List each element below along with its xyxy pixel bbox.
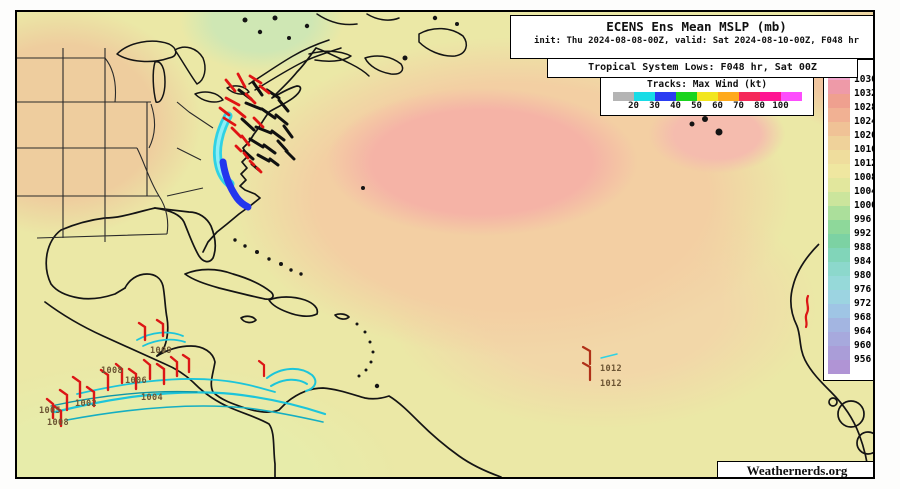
wind-legend-box: Tracks: Max Wind (kt) 20 30 40 50 60 70 80 100 xyxy=(600,77,814,116)
wind-speed-tick: 30 xyxy=(649,101,660,111)
pressure-value: 1000 xyxy=(854,199,875,211)
pressure-value: 1020 xyxy=(854,129,875,141)
wind-speed-swatch xyxy=(675,92,697,101)
pressure-value: 968 xyxy=(854,311,872,323)
track-cluster-east-pacific xyxy=(45,318,327,428)
title-box: ECENS Ens Mean MSLP (mb) init: Thu 2024-… xyxy=(510,15,873,59)
pressure-value: 980 xyxy=(854,269,872,281)
pressure-value: 1008 xyxy=(854,171,875,183)
pressure-value: 976 xyxy=(854,283,872,295)
pressure-swatch xyxy=(828,234,850,248)
pressure-label: 1006 xyxy=(125,376,148,386)
wind-speed-tick: 40 xyxy=(670,101,681,111)
pressure-value: 1024 xyxy=(854,115,875,127)
pressure-swatch xyxy=(828,290,850,304)
pressure-label: 1012 xyxy=(600,364,623,374)
pressure-swatch xyxy=(828,332,850,346)
pressure-swatch xyxy=(828,360,850,374)
pressure-swatch xyxy=(828,150,850,164)
pressure-swatch xyxy=(828,164,850,178)
pressure-value: 1028 xyxy=(854,101,875,113)
wind-speed-swatch xyxy=(738,92,760,101)
wind-speed-tick: 70 xyxy=(733,101,744,111)
track-cluster-northeast xyxy=(212,72,296,211)
pressure-label: 1005 xyxy=(39,406,62,416)
atlantic-low-markers xyxy=(581,294,810,382)
lakes-and-canada xyxy=(116,13,468,103)
wind-speed-tick: 50 xyxy=(691,101,702,111)
pressure-swatch xyxy=(828,248,850,262)
pressure-label: 1008 xyxy=(101,366,124,376)
tropical-lows-box: Tropical System Lows: F048 hr, Sat 00Z xyxy=(547,58,858,78)
pressure-value: 1036 xyxy=(854,73,875,85)
wind-speed-tick: 100 xyxy=(772,101,789,111)
wind-legend-ticks: 20 30 40 50 60 70 80 100 xyxy=(623,101,813,112)
map-title: ECENS Ens Mean MSLP (mb) xyxy=(606,19,787,34)
wind-speed-swatch xyxy=(780,92,802,101)
pressure-value: 960 xyxy=(854,339,872,351)
pressure-value: 996 xyxy=(854,213,872,225)
wind-legend-swatches xyxy=(601,92,813,101)
pressure-value: 964 xyxy=(854,325,872,337)
pressure-value: 992 xyxy=(854,227,872,239)
pressure-value: 1012 xyxy=(854,157,875,169)
pressure-swatch xyxy=(828,206,850,220)
pressure-swatch xyxy=(828,262,850,276)
wind-speed-tick: 80 xyxy=(754,101,765,111)
africa-coast xyxy=(790,243,873,477)
wind-speed-tick: 20 xyxy=(628,101,639,111)
pressure-swatch xyxy=(828,136,850,150)
track-cluster-venezuela xyxy=(257,359,317,392)
pressure-label: 1009 xyxy=(150,346,173,356)
pressure-colorbar: 1036 1032 1028 1024 1020 1016 1012 1008 1004 1000… xyxy=(823,59,875,381)
pressure-swatch xyxy=(828,346,850,360)
pressure-swatch xyxy=(828,122,850,136)
pressure-value: 988 xyxy=(854,241,872,253)
pressure-swatch xyxy=(828,304,850,318)
pressure-label: 1008 xyxy=(47,418,70,428)
pressure-swatch xyxy=(828,178,850,192)
island-dots xyxy=(233,15,723,389)
pressure-value: 984 xyxy=(854,255,872,267)
pressure-swatch xyxy=(828,192,850,206)
pressure-value: 1004 xyxy=(854,185,875,197)
pressure-label: 1004 xyxy=(141,393,164,403)
pressure-swatch xyxy=(828,318,850,332)
wind-speed-swatch xyxy=(654,92,676,101)
wind-speed-swatch xyxy=(612,92,634,101)
pressure-value: 972 xyxy=(854,297,872,309)
wind-speed-swatch xyxy=(717,92,739,101)
pressure-swatch xyxy=(828,94,850,108)
init-valid-line: init: Thu 2024-08-08-00Z, valid: Sat 202… xyxy=(533,36,860,46)
pressure-swatch xyxy=(828,80,850,94)
pressure-swatch xyxy=(828,276,850,290)
pressure-value: 1016 xyxy=(854,143,875,155)
wind-speed-swatch xyxy=(633,92,655,101)
map-canvas: 1009 1008 1006 1004 1002 1005 1008 1012 1012 ECE… xyxy=(15,10,875,479)
state-borders xyxy=(17,48,214,242)
watermark: Weathernerds.org xyxy=(717,461,873,477)
pressure-label: 1002 xyxy=(75,399,98,409)
pressure-label: 1012 xyxy=(600,379,623,389)
colorbar-swatches xyxy=(828,66,850,374)
wind-legend-title: Tracks: Max Wind (kt) xyxy=(646,79,768,90)
colorbar-labels: 1036 1032 1028 1024 1020 1016 1012 1008 1004 1000… xyxy=(824,60,875,380)
pressure-swatch xyxy=(828,220,850,234)
wind-speed-tick: 60 xyxy=(712,101,723,111)
wind-speed-swatch xyxy=(696,92,718,101)
pressure-swatch xyxy=(828,108,850,122)
map-linework xyxy=(17,13,873,477)
pressure-value: 956 xyxy=(854,353,872,365)
wind-speed-swatch xyxy=(759,92,781,101)
pressure-value: 1032 xyxy=(854,87,875,99)
